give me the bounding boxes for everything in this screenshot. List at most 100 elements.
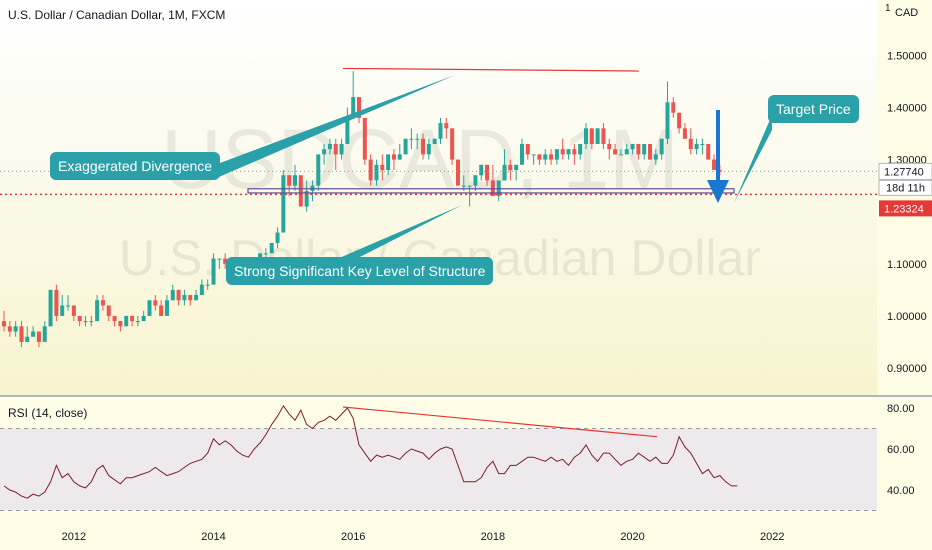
candle-body bbox=[549, 154, 554, 160]
candle-body bbox=[368, 159, 373, 181]
candle bbox=[339, 138, 344, 160]
target-pointer bbox=[734, 115, 772, 203]
candle-body bbox=[659, 138, 664, 155]
x-tick-label: 2020 bbox=[620, 531, 644, 543]
candle-body bbox=[118, 321, 123, 327]
candle-body bbox=[648, 143, 653, 160]
candle-body bbox=[176, 289, 181, 301]
candle-body bbox=[130, 315, 135, 322]
candle-body bbox=[199, 284, 204, 296]
candle bbox=[659, 138, 664, 160]
countdown-label: 18d 11h bbox=[886, 182, 925, 194]
candle-body bbox=[48, 289, 53, 327]
rsi-title: RSI (14, close) bbox=[8, 406, 88, 420]
candle-body bbox=[589, 128, 594, 144]
candle bbox=[694, 138, 699, 155]
candle bbox=[613, 143, 618, 155]
candle-body bbox=[77, 315, 82, 322]
candle-body bbox=[60, 305, 65, 316]
candle bbox=[455, 159, 460, 186]
rsi-y-tick-label: 80.00 bbox=[887, 403, 915, 415]
candle-body bbox=[7, 326, 12, 332]
candle bbox=[112, 315, 117, 327]
candle-body bbox=[706, 143, 711, 160]
candle-body bbox=[391, 154, 396, 160]
candle bbox=[89, 315, 94, 327]
candle bbox=[653, 149, 658, 165]
candle bbox=[298, 175, 303, 207]
candle-body bbox=[386, 154, 391, 171]
candle-body bbox=[485, 164, 490, 181]
candle bbox=[531, 154, 536, 165]
candle bbox=[700, 138, 705, 155]
target-arrow-shaft bbox=[716, 110, 720, 182]
key-level-pointer bbox=[330, 205, 462, 262]
candle-body bbox=[694, 143, 699, 150]
candle-body bbox=[595, 128, 600, 144]
structure-zone bbox=[247, 188, 735, 194]
candle bbox=[36, 331, 41, 348]
candle bbox=[118, 321, 123, 332]
candle-body bbox=[106, 305, 111, 316]
rsi-y-tick-label: 60.00 bbox=[887, 444, 915, 456]
candle-body bbox=[554, 149, 559, 160]
candle-body bbox=[83, 321, 88, 323]
candle-body bbox=[677, 112, 682, 129]
candle-body bbox=[514, 164, 519, 171]
y-tick-label: 1.00000 bbox=[887, 311, 927, 323]
candle bbox=[170, 284, 175, 301]
candle-body bbox=[426, 143, 431, 155]
candle-body bbox=[682, 128, 687, 139]
candle-body bbox=[164, 300, 169, 316]
candle-body bbox=[182, 295, 187, 301]
candle-body bbox=[607, 143, 612, 150]
candle bbox=[554, 149, 559, 165]
y-tick-label: 1.40000 bbox=[887, 103, 927, 115]
candle bbox=[357, 97, 362, 124]
chart-title: U.S. Dollar / Canadian Dollar, 1M, FXCM bbox=[8, 8, 226, 22]
candle bbox=[665, 81, 670, 144]
candle-body bbox=[42, 326, 47, 342]
candle bbox=[438, 117, 443, 144]
candle-body bbox=[543, 154, 548, 160]
candle bbox=[444, 117, 449, 139]
candle-body bbox=[316, 154, 321, 186]
candle bbox=[77, 315, 82, 327]
candle bbox=[199, 279, 204, 296]
candle bbox=[141, 310, 146, 322]
candle bbox=[263, 248, 268, 259]
key-level-label: 1.23324 bbox=[884, 203, 924, 215]
candle-body bbox=[2, 321, 6, 327]
candle-body bbox=[339, 143, 344, 155]
divergence-pointer bbox=[212, 75, 455, 180]
candle-body bbox=[572, 149, 577, 155]
candle-body bbox=[159, 305, 164, 316]
candle bbox=[712, 154, 717, 171]
candle bbox=[584, 123, 588, 150]
candle-body bbox=[19, 326, 24, 342]
candle-body bbox=[211, 258, 216, 285]
candle-body bbox=[525, 143, 530, 155]
candle-body bbox=[455, 159, 460, 186]
candle bbox=[124, 315, 129, 327]
candle-body bbox=[147, 300, 152, 316]
candle bbox=[601, 123, 606, 150]
candle bbox=[31, 326, 36, 337]
candle bbox=[607, 138, 612, 160]
candle bbox=[549, 149, 554, 165]
candle-body bbox=[194, 295, 199, 301]
candle bbox=[304, 180, 309, 212]
candle bbox=[164, 295, 169, 316]
candle bbox=[316, 154, 321, 191]
candle-body bbox=[642, 143, 647, 155]
candle bbox=[618, 149, 623, 156]
x-tick-label: 2016 bbox=[341, 531, 365, 543]
candle bbox=[182, 289, 187, 306]
candle-body bbox=[95, 300, 100, 322]
candle-body bbox=[566, 149, 571, 155]
currency-marker: 1 bbox=[885, 3, 891, 14]
candle-body bbox=[89, 321, 94, 323]
candle bbox=[380, 154, 385, 181]
candle-body bbox=[624, 149, 629, 155]
